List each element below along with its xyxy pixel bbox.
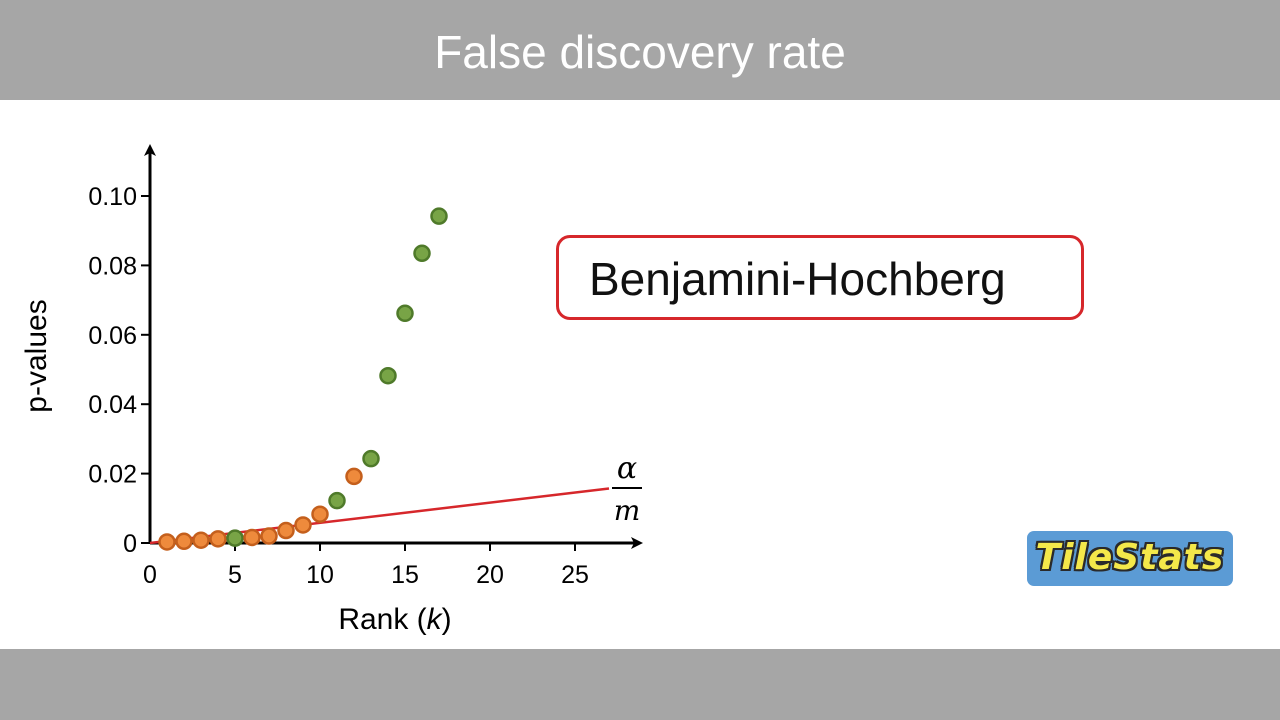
y-tick-label: 0.04: [88, 391, 137, 419]
footer-bar: [0, 649, 1280, 720]
data-point-orange: [294, 516, 312, 534]
method-label-box: Benjamini-Hochberg: [556, 235, 1084, 320]
data-point-green: [226, 529, 244, 547]
data-point-green: [396, 304, 414, 323]
x-tick-label: 15: [391, 561, 419, 589]
x-tick-label: 20: [476, 561, 504, 589]
tilestats-logo: TileStats: [1027, 531, 1233, 586]
x-tick-label: 0: [143, 561, 157, 589]
data-point-orange: [277, 521, 295, 540]
x-tick-label: 10: [306, 561, 334, 589]
data-point-orange: [158, 533, 176, 551]
method-label: Benjamini-Hochberg: [589, 253, 1006, 305]
y-tick-label: 0: [123, 530, 137, 558]
data-point-green: [328, 491, 346, 510]
data-point-green: [413, 244, 431, 263]
data-point-green: [430, 207, 448, 225]
data-point-orange: [345, 467, 363, 486]
data-point-orange: [243, 528, 261, 547]
data-point-orange: [209, 530, 227, 548]
data-point-orange: [311, 505, 329, 523]
y-tick-label: 0.08: [88, 252, 137, 280]
y-tick-label: 0.02: [88, 461, 137, 489]
data-point-orange: [175, 532, 193, 551]
page-title: False discovery rate: [434, 26, 846, 78]
x-tick-label: 5: [228, 561, 242, 589]
y-tick-label: 0.10: [88, 183, 137, 211]
x-tick-label: 25: [561, 561, 589, 589]
data-point-orange: [260, 527, 278, 545]
threshold-label-numerator: α: [617, 451, 637, 486]
threshold-label-denominator: m: [614, 494, 641, 527]
x-axis-label: Rank (k): [338, 603, 451, 636]
header-bar: False discovery rate: [0, 0, 1280, 100]
bh-threshold-line: [149, 487, 610, 545]
data-point-green: [362, 449, 380, 468]
data-point-orange: [192, 531, 210, 549]
y-tick-label: 0.06: [88, 322, 137, 350]
logo-text: TileStats: [1035, 537, 1225, 578]
data-point-green: [379, 366, 397, 385]
y-axis-label: p-values: [20, 299, 53, 412]
